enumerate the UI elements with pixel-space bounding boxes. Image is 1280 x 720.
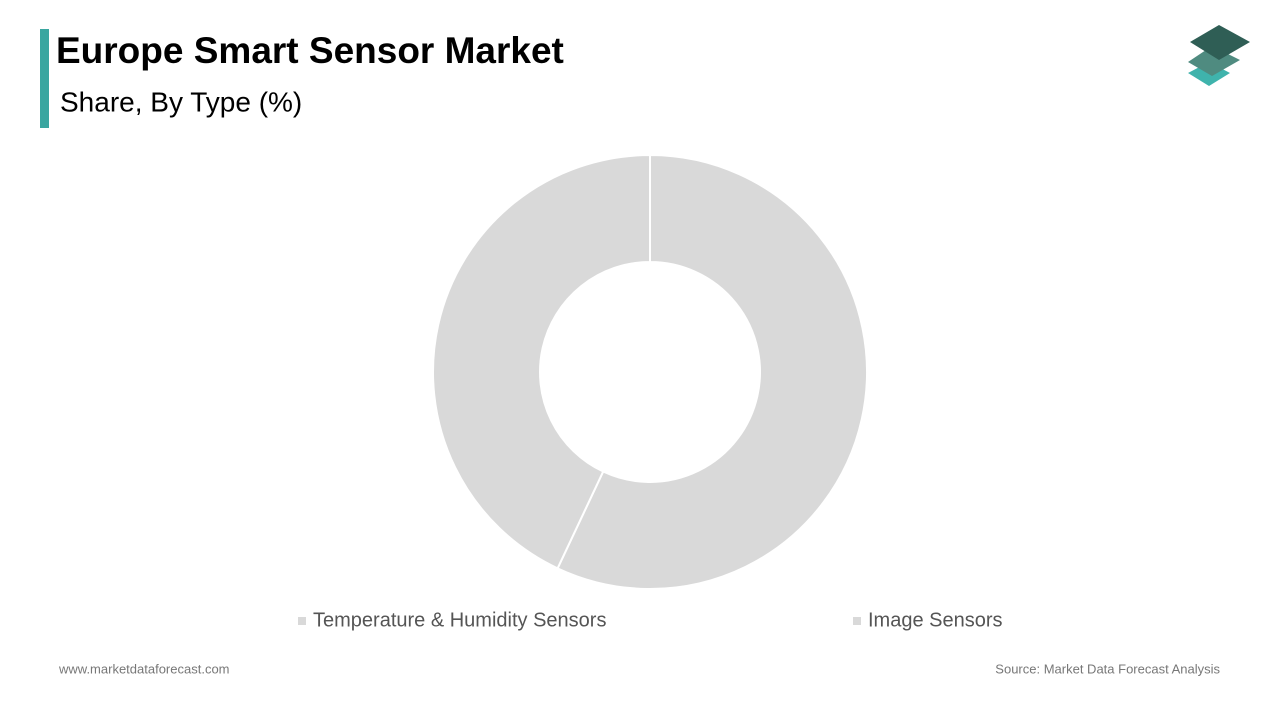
chart-title: Europe Smart Sensor Market — [56, 30, 564, 71]
website: www.marketdataforecast.com — [58, 661, 230, 676]
logo — [1188, 25, 1250, 86]
legend-label: Temperature & Humidity Sensors — [313, 609, 606, 631]
legend-label: Image Sensors — [868, 609, 1003, 631]
legend-marker — [298, 617, 306, 625]
legend-marker — [853, 617, 861, 625]
chart-subtitle: Share, By Type (%) — [60, 86, 302, 117]
donut-segment — [556, 153, 868, 590]
title-accent — [40, 29, 49, 128]
donut-segment — [432, 153, 651, 570]
source: Source: Market Data Forecast Analysis — [995, 661, 1220, 676]
